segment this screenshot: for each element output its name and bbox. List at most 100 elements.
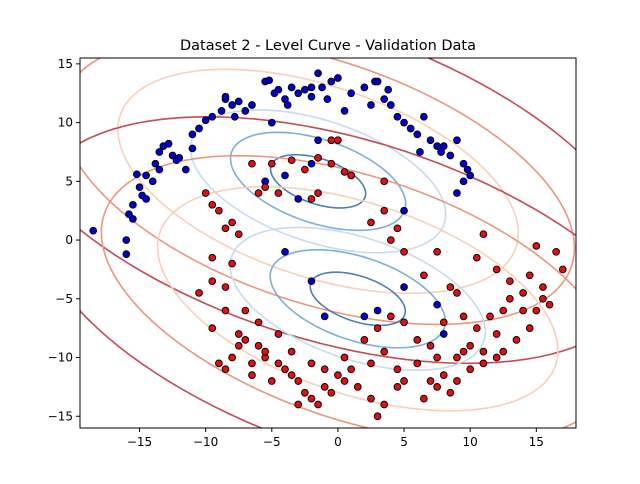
level-curve-1: [80, 58, 576, 326]
blue-point-20: [208, 112, 217, 121]
red-point-11: [254, 189, 263, 197]
red-point-103: [486, 312, 494, 321]
red-point-19: [334, 136, 342, 145]
blue-point-78: [267, 118, 276, 127]
blue-point-43: [340, 107, 349, 115]
red-point-110: [466, 365, 475, 374]
red-point-39: [519, 306, 527, 315]
blue-point-30: [274, 85, 283, 94]
red-point-106: [519, 289, 527, 297]
red-point-112: [446, 388, 455, 397]
red-point-5: [208, 253, 217, 262]
blue-point-26: [248, 101, 256, 109]
y-tick-label-4: 5: [65, 174, 73, 188]
red-point-18: [327, 159, 336, 168]
red-point-91: [307, 359, 316, 368]
red-point-122: [393, 365, 402, 374]
blue-point-87: [360, 312, 369, 321]
red-point-51: [479, 359, 488, 368]
red-point-28: [386, 236, 395, 244]
red-point-57: [426, 377, 435, 385]
red-point-92: [340, 353, 349, 362]
red-point-82: [221, 365, 230, 374]
blue-point-19: [201, 116, 210, 125]
red-point-63: [367, 394, 375, 403]
blue-point-8: [133, 170, 141, 179]
red-point-119: [380, 347, 389, 356]
red-point-75: [267, 377, 276, 385]
red-point-20: [327, 136, 336, 145]
red-point-49: [499, 347, 508, 356]
red-point-74: [274, 359, 283, 368]
red-point-123: [433, 353, 441, 362]
y-tick-label-3: 0: [65, 233, 73, 247]
level-curve-8: [156, 185, 559, 412]
blue-point-77: [142, 171, 150, 180]
red-point-26: [380, 206, 389, 215]
red-point-107: [525, 271, 534, 280]
x-tick-label-1: −10: [193, 435, 218, 449]
red-point-58: [420, 394, 428, 403]
red-point-97: [400, 318, 408, 327]
y-tick-label-5: 10: [58, 116, 73, 130]
red-point-43: [545, 300, 554, 309]
blue-point-61: [453, 136, 461, 145]
blue-point-10: [151, 159, 160, 168]
x-tick-label-0: −15: [127, 435, 152, 449]
blue-point-34: [294, 89, 303, 98]
level-curve-4: [229, 131, 407, 232]
red-point-15: [287, 156, 296, 165]
y-axis: −15 −10 −5 0 5 10 15: [48, 57, 80, 423]
red-point-65: [340, 377, 349, 385]
red-point-79: [241, 336, 250, 344]
red-point-121: [367, 359, 375, 368]
red-point-71: [294, 400, 303, 409]
red-point-72: [287, 371, 296, 379]
red-point-80: [234, 341, 243, 350]
red-point-21: [340, 168, 349, 176]
red-point-66: [327, 388, 336, 397]
red-point-56: [433, 383, 441, 391]
blue-point-23: [228, 101, 236, 109]
red-point-24: [307, 195, 316, 203]
level-curve-0: [80, 58, 576, 365]
blue-point-54: [413, 130, 422, 139]
red-point-25: [380, 177, 389, 186]
red-point-116: [294, 377, 303, 385]
blue-point-50: [386, 101, 395, 109]
red-point-17: [314, 153, 322, 162]
red-point-70: [301, 388, 309, 397]
blue-point-46: [367, 101, 375, 109]
blue-point-81: [416, 148, 424, 156]
blue-point-44: [347, 89, 356, 98]
blue-point-80: [384, 85, 393, 94]
blue-point-69: [307, 159, 316, 168]
blue-point-86: [320, 312, 329, 321]
red-point-62: [373, 412, 382, 421]
red-point-55: [439, 371, 448, 379]
blue-point-65: [459, 177, 468, 186]
blue-point-83: [122, 250, 131, 259]
blue-point-36: [307, 83, 316, 92]
red-point-99: [426, 341, 435, 350]
red-point-42: [539, 283, 547, 291]
blue-point-56: [426, 136, 435, 145]
red-point-9: [234, 230, 243, 239]
red-point-111: [453, 377, 461, 385]
red-point-30: [400, 247, 408, 256]
chart-title: Dataset 2 - Level Curve - Validation Dat…: [180, 38, 476, 54]
red-point-83: [215, 359, 223, 368]
blue-point-85: [307, 277, 316, 286]
blue-point-5: [135, 183, 144, 192]
red-point-44: [539, 294, 547, 303]
red-point-46: [558, 265, 567, 274]
blue-point-90: [439, 330, 448, 338]
red-point-53: [459, 347, 468, 356]
blue-point-39: [318, 83, 326, 92]
blue-point-53: [406, 124, 415, 133]
red-point-86: [234, 330, 243, 338]
blue-point-3: [129, 215, 137, 223]
blue-point-51: [393, 112, 402, 121]
level-curve-10: [269, 248, 447, 349]
x-tick-label-3: 0: [334, 435, 342, 449]
